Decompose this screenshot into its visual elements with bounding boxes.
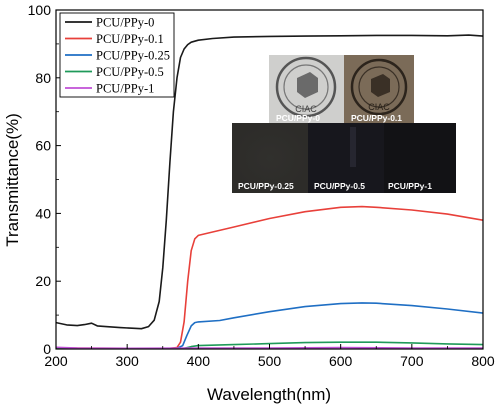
inset-photo-ppy-0-1: CIAC: [344, 55, 414, 123]
legend: PCU/PPy-0 PCU/PPy-0.1 PCU/PPy-0.25 PCU/PPy-…: [59, 12, 175, 98]
x-tick-label: 600: [329, 353, 353, 369]
y-tick-label: 20: [35, 273, 51, 289]
x-tick-label: 800: [471, 353, 495, 369]
inset-label: PCU/PPy-0.5: [314, 181, 365, 191]
x-axis-title: Wavelength(nm): [207, 385, 331, 404]
y-tick-label: 40: [35, 205, 51, 221]
series-line-2: [56, 302, 483, 349]
y-tick-label: 60: [35, 138, 51, 154]
y-axis-ticks: 0 20 40 60 80 100: [28, 2, 61, 357]
legend-label: PCU/PPy-0: [96, 16, 154, 30]
inset-photo-ppy-0-25: [232, 123, 308, 193]
y-axis-title: Transmittance(%): [3, 113, 22, 247]
x-axis-ticks: 200 300 400 500 600 700 800: [44, 344, 495, 369]
series-line-1: [56, 205, 483, 349]
x-tick-label: 400: [187, 353, 211, 369]
inset-photo-ppy-0-5: [308, 123, 384, 193]
inset-label: PCU/PPy-1: [388, 181, 432, 191]
inset-label: PCU/PPy-0.1: [351, 113, 402, 123]
inset-label: PCU/PPy-0.25: [238, 181, 294, 191]
inset-photo-ppy-1: [384, 123, 456, 193]
x-tick-label: 300: [115, 353, 139, 369]
legend-label: PCU/PPy-0.5: [96, 65, 164, 79]
y-tick-label: 80: [35, 70, 51, 86]
y-tick-label: 0: [43, 341, 51, 357]
y-tick-label: 100: [28, 2, 52, 18]
inset-photo-ppy-0: CIAC: [269, 55, 344, 123]
inset-label: PCU/PPy-0: [276, 113, 320, 123]
x-tick-label: 500: [258, 353, 282, 369]
inset-photos: CIAC CIAC PCU/PPy-0 PCU/PPy-0.1 PCU/PPy-…: [232, 55, 456, 193]
x-tick-label: 200: [44, 353, 68, 369]
legend-label: PCU/PPy-0.25: [96, 49, 170, 63]
inset-logo-text-light: CIAC: [295, 104, 317, 114]
x-tick-label: 700: [400, 353, 424, 369]
legend-label: PCU/PPy-0.1: [96, 32, 164, 46]
legend-label: PCU/PPy-1: [96, 82, 154, 96]
series-line-0: [56, 34, 483, 330]
inset-logo-text-dark: CIAC: [368, 102, 390, 112]
